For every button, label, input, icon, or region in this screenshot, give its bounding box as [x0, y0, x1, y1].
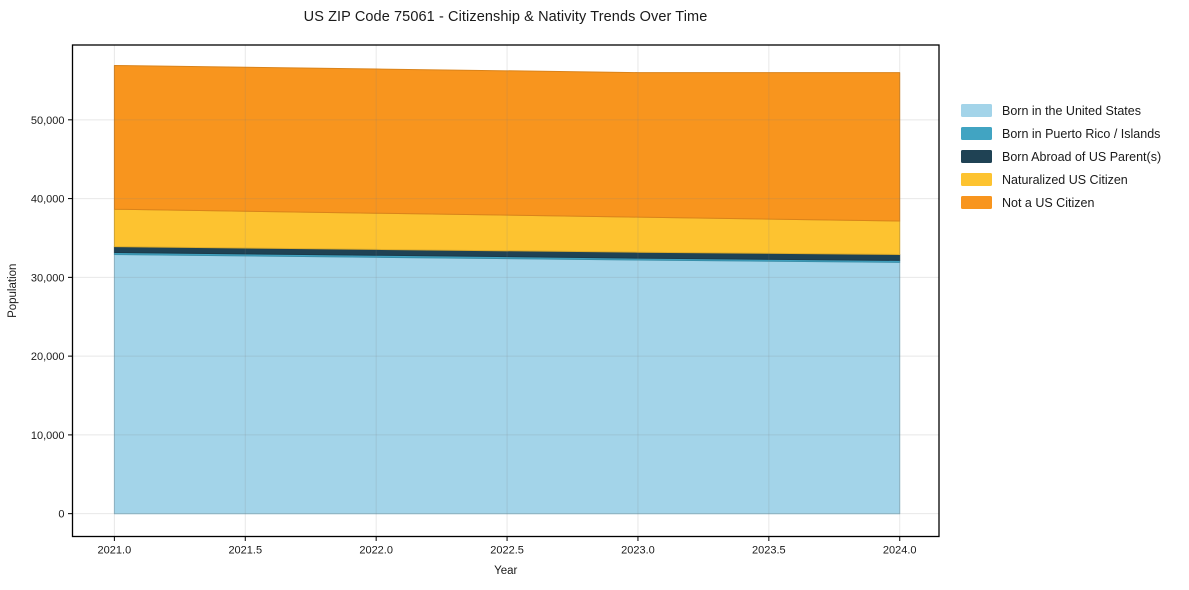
legend-label: Born in the United States: [1002, 103, 1141, 118]
y-tick-label: 0: [58, 509, 64, 521]
x-tick-label: 2021.5: [228, 545, 262, 557]
x-tick-label: 2022.5: [490, 545, 524, 557]
areas: [113, 65, 901, 515]
y-tick-label: 30,000: [31, 272, 65, 284]
x-tick-label: 2023.5: [752, 545, 786, 557]
x-tick-label: 2023.0: [621, 545, 655, 557]
x-tick-label: 2021.0: [98, 545, 132, 557]
y-tick-label: 20,000: [31, 351, 65, 363]
y-axis-label: Population: [7, 264, 19, 318]
y-tick-label: 50,000: [31, 115, 65, 127]
plot-frame: [71, 44, 940, 538]
chart-title: US ZIP Code 75061 - Citizenship & Nativi…: [303, 9, 708, 25]
legend-label: Born Abroad of US Parent(s): [1002, 149, 1162, 164]
legend-item: Naturalized US Citizen: [961, 172, 1161, 187]
x-tick-label: 2022.0: [359, 545, 393, 557]
legend-item: Born in Puerto Rico / Islands: [961, 126, 1161, 141]
legend-item: Born in the United States: [961, 103, 1161, 118]
y-tick-label: 40,000: [31, 194, 65, 206]
legend-swatch: [961, 127, 992, 140]
x-axis-label: Year: [494, 565, 517, 577]
legend-label: Not a US Citizen: [1002, 195, 1095, 210]
legend-label: Naturalized US Citizen: [1002, 172, 1128, 187]
gridlines: [72, 45, 939, 537]
legend-label: Born in Puerto Rico / Islands: [1002, 126, 1161, 141]
axis-tick-labels: 2021.0 2021.5 2022.0 2022.5 2023.0 2023.5 2024…: [31, 115, 917, 557]
y-tick-label: 10,000: [31, 430, 65, 442]
legend: Born in the United States Born in Puerto…: [961, 104, 1161, 219]
legend-swatch: [961, 173, 992, 186]
legend-item: Not a US Citizen: [961, 195, 1161, 210]
legend-swatch: [961, 196, 992, 209]
x-tick-label: 2024.0: [883, 545, 917, 557]
legend-swatch: [961, 104, 992, 117]
legend-item: Born Abroad of US Parent(s): [961, 149, 1162, 164]
legend-swatch: [961, 150, 992, 163]
axis-ticks: [68, 119, 901, 541]
area-not-a-us-citizen: [113, 65, 901, 222]
